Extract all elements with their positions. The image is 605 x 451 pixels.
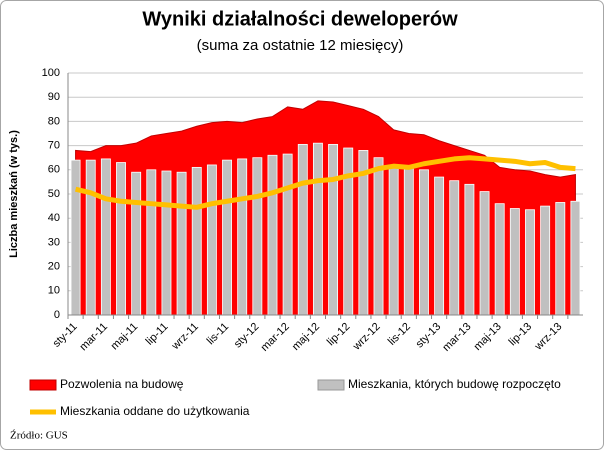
bar [434, 176, 445, 316]
bar [146, 169, 157, 316]
bar [100, 158, 111, 316]
bar [464, 183, 475, 316]
y-tick-label: 80 [48, 115, 60, 127]
bar [403, 166, 414, 316]
bar [570, 200, 581, 316]
bar [509, 208, 520, 316]
y-tick-label: 30 [48, 236, 60, 248]
legend-label: Pozwolenia na budowę [60, 377, 184, 391]
bar [237, 158, 248, 316]
bar [297, 143, 308, 316]
legend-marker [317, 379, 345, 391]
bar [116, 162, 126, 316]
y-axis-label: Liczba mieszkań (w tys.) [8, 130, 20, 258]
bar [373, 157, 384, 316]
y-tick-label: 50 [48, 188, 60, 200]
bar [176, 171, 187, 316]
bar [222, 159, 232, 316]
y-tick-label: 100 [42, 67, 60, 79]
chart-title: Wyniki działalności deweloperów [142, 8, 458, 30]
bar [540, 205, 551, 316]
bar [525, 209, 535, 316]
source: Źródło: GUS [10, 430, 68, 442]
bar [131, 171, 142, 316]
bar [419, 169, 429, 316]
bar [206, 164, 217, 316]
bar [479, 191, 490, 316]
legend-label: Mieszkania, których budowę rozpoczęto [348, 377, 561, 391]
y-tick-label: 0 [54, 309, 60, 321]
bar [252, 157, 263, 316]
y-tick-label: 70 [48, 140, 60, 152]
bar [161, 170, 172, 316]
bar [312, 142, 323, 316]
bar [449, 180, 460, 316]
bar [494, 203, 505, 316]
bar [388, 164, 399, 316]
y-tick-label: 90 [48, 91, 60, 103]
bar [85, 159, 96, 316]
bar [328, 143, 339, 316]
bar [555, 202, 566, 316]
y-tick-label: 40 [48, 212, 60, 224]
legend-marker [29, 379, 57, 391]
bar [70, 159, 81, 316]
bar [191, 166, 202, 316]
bar [282, 153, 293, 316]
bar [267, 154, 278, 316]
legend-label: Mieszkania oddane do użytkowania [60, 404, 250, 418]
y-tick-label: 10 [48, 285, 60, 297]
y-tick-label: 20 [48, 261, 60, 273]
line [74, 155, 576, 210]
y-tick-label: 60 [48, 164, 60, 176]
chart-subtitle: (suma za ostatnie 12 miesięcy) [197, 37, 404, 54]
